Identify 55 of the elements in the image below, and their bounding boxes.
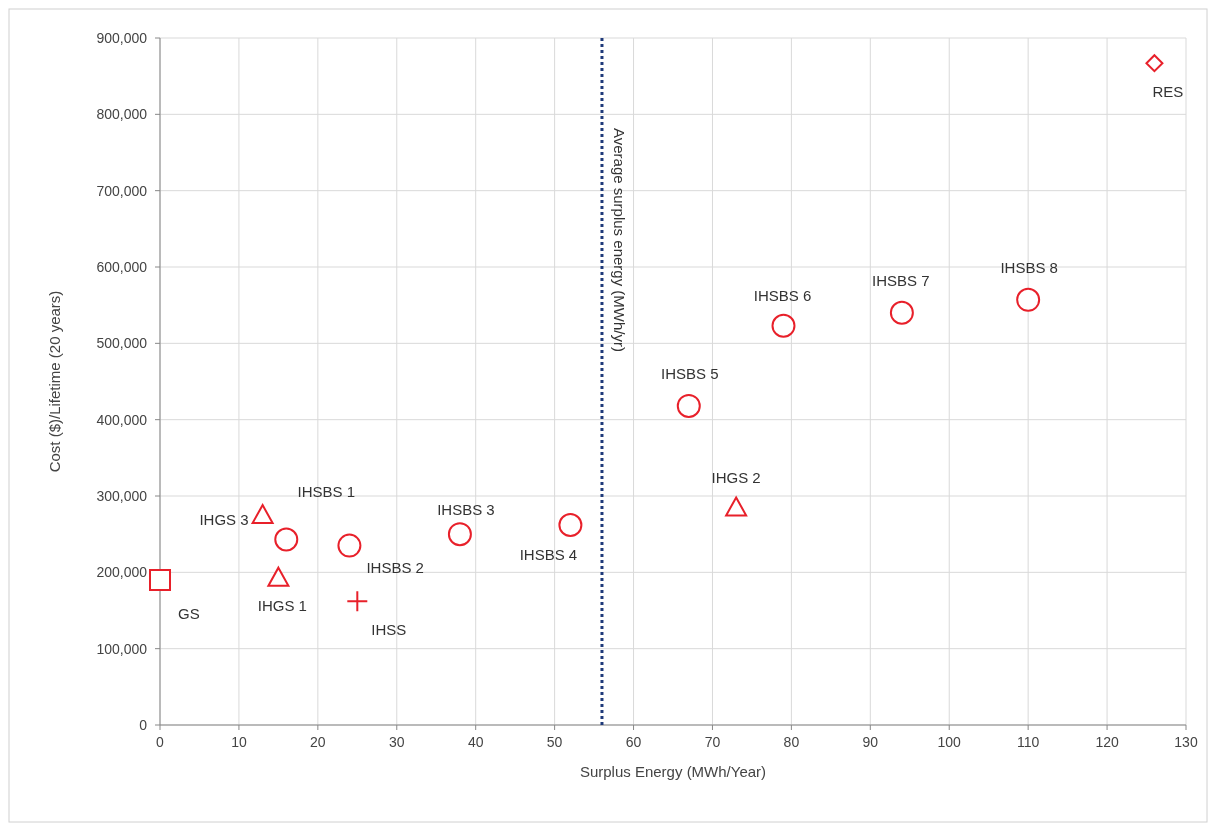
point bbox=[149, 568, 171, 591]
annotation: IHSBS 3 bbox=[437, 501, 495, 519]
x-tick-label: 10 bbox=[231, 734, 247, 750]
x-tick-label: 100 bbox=[937, 734, 962, 750]
annotation: IHSBS 7 bbox=[872, 272, 930, 290]
annotation: IHGS 2 bbox=[711, 468, 761, 486]
x-tick-label: 50 bbox=[546, 734, 563, 750]
y-tick-label: 100,000 bbox=[96, 640, 148, 657]
point bbox=[274, 527, 299, 552]
point bbox=[337, 533, 362, 558]
annotation: IHSBS 4 bbox=[519, 546, 578, 564]
point bbox=[1016, 287, 1041, 312]
x-tick-label: 0 bbox=[156, 734, 165, 750]
annotation: IHSBS 6 bbox=[753, 287, 812, 305]
x-tick-label: 130 bbox=[1174, 734, 1198, 750]
point bbox=[267, 566, 290, 587]
point bbox=[1145, 54, 1164, 73]
annotation: IHSBS 2 bbox=[366, 558, 424, 576]
y-tick-label: 0 bbox=[139, 716, 148, 733]
x-tick-label: 90 bbox=[862, 734, 879, 750]
annotation: GS bbox=[178, 605, 200, 623]
point bbox=[346, 590, 369, 613]
y-tick-label: 800,000 bbox=[96, 106, 148, 123]
x-tick-label: 40 bbox=[467, 734, 484, 750]
y-tick-label: 300,000 bbox=[96, 487, 148, 504]
y-tick-label: 400,000 bbox=[96, 411, 148, 428]
x-tick-label: 20 bbox=[310, 734, 326, 750]
point bbox=[251, 504, 274, 525]
x-tick-label: 80 bbox=[783, 734, 800, 750]
point bbox=[676, 393, 701, 418]
point bbox=[771, 313, 796, 338]
x-tick-label: 30 bbox=[388, 734, 405, 750]
point bbox=[558, 513, 583, 537]
x-tick-label: 120 bbox=[1095, 734, 1119, 750]
x-tick-label: 70 bbox=[704, 734, 721, 750]
annotation: IHSBS 5 bbox=[661, 365, 719, 383]
y-tick-label: 600,000 bbox=[96, 258, 148, 275]
y-tick-label: 500,000 bbox=[96, 335, 148, 352]
point bbox=[889, 300, 914, 325]
point bbox=[447, 522, 472, 547]
annotation: IHSBS 1 bbox=[297, 482, 356, 500]
ref-line-label: Average surplus energy (MWh/yr) bbox=[610, 128, 628, 352]
annotation: IHSBS 8 bbox=[1000, 259, 1058, 277]
annotation: IHGS 3 bbox=[199, 511, 249, 529]
y-tick-label: 900,000 bbox=[96, 29, 148, 46]
x-tick-label: 110 bbox=[1016, 734, 1040, 750]
x-axis-title: Surplus Energy (MWh/Year) bbox=[579, 763, 767, 780]
point bbox=[725, 496, 748, 517]
y-tick-label: 700,000 bbox=[96, 182, 148, 199]
annotation: IHSS bbox=[371, 620, 407, 638]
y-axis-title: Cost ($)/Lifetime (20 years) bbox=[46, 290, 63, 473]
x-tick-label: 60 bbox=[625, 734, 642, 750]
annotation: IHGS 1 bbox=[257, 596, 307, 614]
y-tick-label: 200,000 bbox=[96, 564, 148, 581]
annotation: RES bbox=[1152, 83, 1184, 101]
